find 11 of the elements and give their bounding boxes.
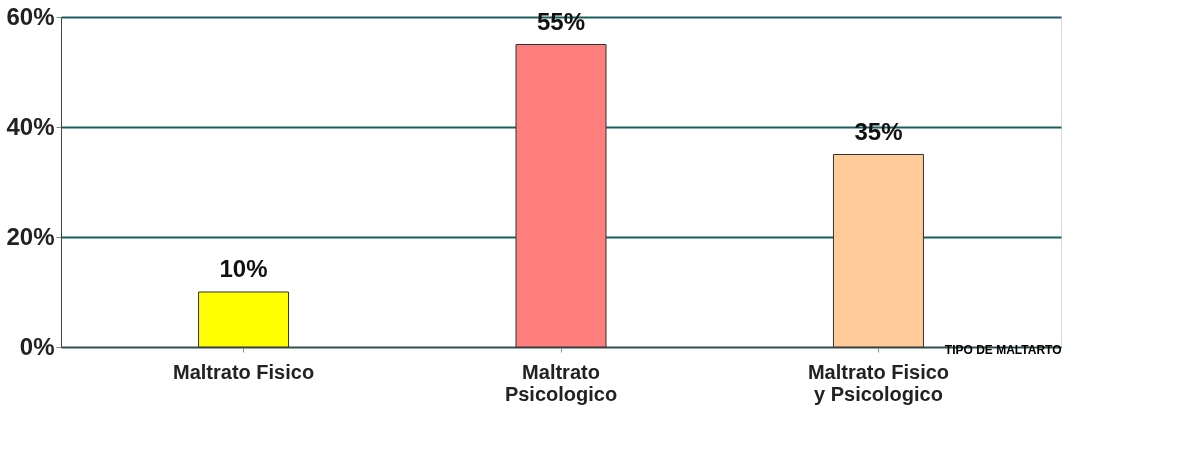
x-tick-label: Maltrato Fisico y Psicologico [807,360,950,405]
y-tick-label: 0% [19,332,55,360]
y-tick-label: 60% [6,2,55,30]
y-tick-label: 20% [6,222,55,250]
y-tick-label: 40% [6,112,55,140]
bar [832,154,924,348]
bar [515,44,607,348]
data-label: 10% [219,255,268,282]
bar [198,291,290,348]
x-tick-label: Maltrato Fisico [172,360,315,383]
x-tick-label: Maltrato Psicologico [504,360,618,405]
